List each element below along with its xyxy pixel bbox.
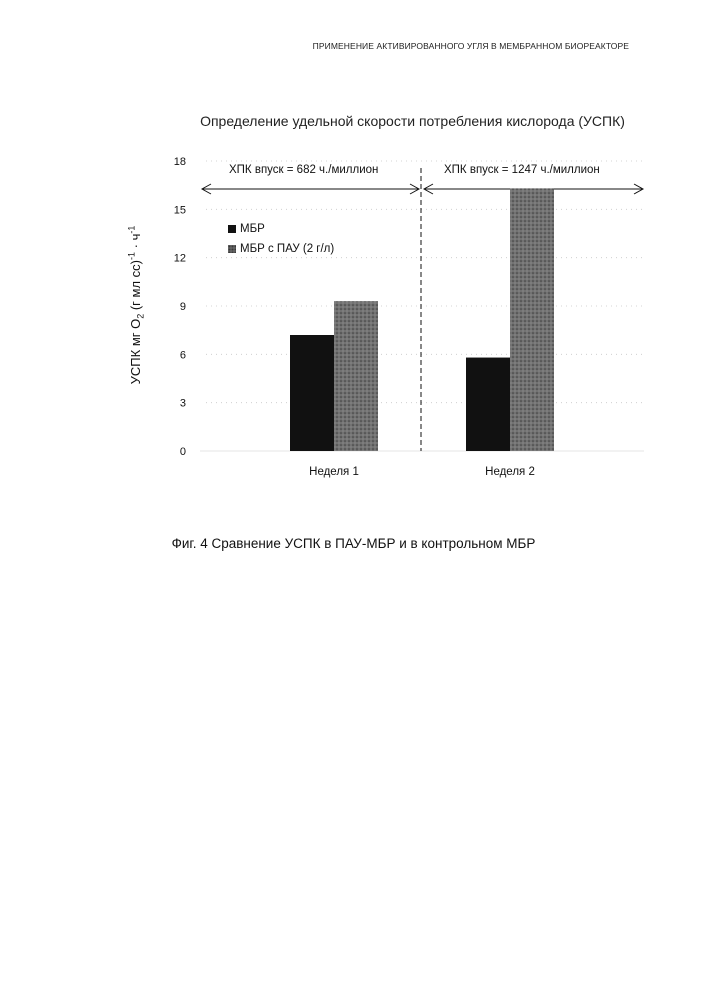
legend-label-mbr-pau: МБР с ПАУ (2 г/л) <box>240 243 334 255</box>
annotation-week2: ХПК впуск = 1247 ч./миллион <box>444 164 600 176</box>
bar-mbr-pau-week1 <box>334 301 378 451</box>
legend-item-mbr: МБР <box>228 219 334 239</box>
bar-mbr-week1 <box>290 335 334 451</box>
y-tick-label-18: 18 <box>174 156 186 168</box>
bar-mbr-week2 <box>466 358 510 451</box>
y-tick-label-3: 3 <box>180 398 186 410</box>
x-tick-label-week2: Неделя 2 <box>485 466 535 478</box>
legend-label-mbr: МБР <box>240 223 265 235</box>
y-tick-label-6: 6 <box>180 349 186 361</box>
legend-swatch-mbr <box>228 225 236 233</box>
figure-caption: Фиг. 4 Сравнение УСПК в ПАУ-МБР и в конт… <box>0 536 707 551</box>
legend: МБР МБР с ПАУ (2 г/л) <box>228 219 334 259</box>
y-tick-label-15: 15 <box>174 204 186 216</box>
x-tick-label-week1: Неделя 1 <box>309 466 359 478</box>
y-tick-label-0: 0 <box>180 446 186 458</box>
bar-chart: 0 3 6 9 12 15 18 Неделя 1 Неделя 2 <box>0 0 707 500</box>
annotation-week1: ХПК впуск = 682 ч./миллион <box>229 164 378 176</box>
legend-item-mbr-pau: МБР с ПАУ (2 г/л) <box>228 239 334 259</box>
y-tick-label-9: 9 <box>180 301 186 313</box>
bar-mbr-pau-week2 <box>510 188 554 451</box>
legend-swatch-mbr-pau <box>228 245 236 253</box>
y-tick-label-12: 12 <box>174 253 186 265</box>
